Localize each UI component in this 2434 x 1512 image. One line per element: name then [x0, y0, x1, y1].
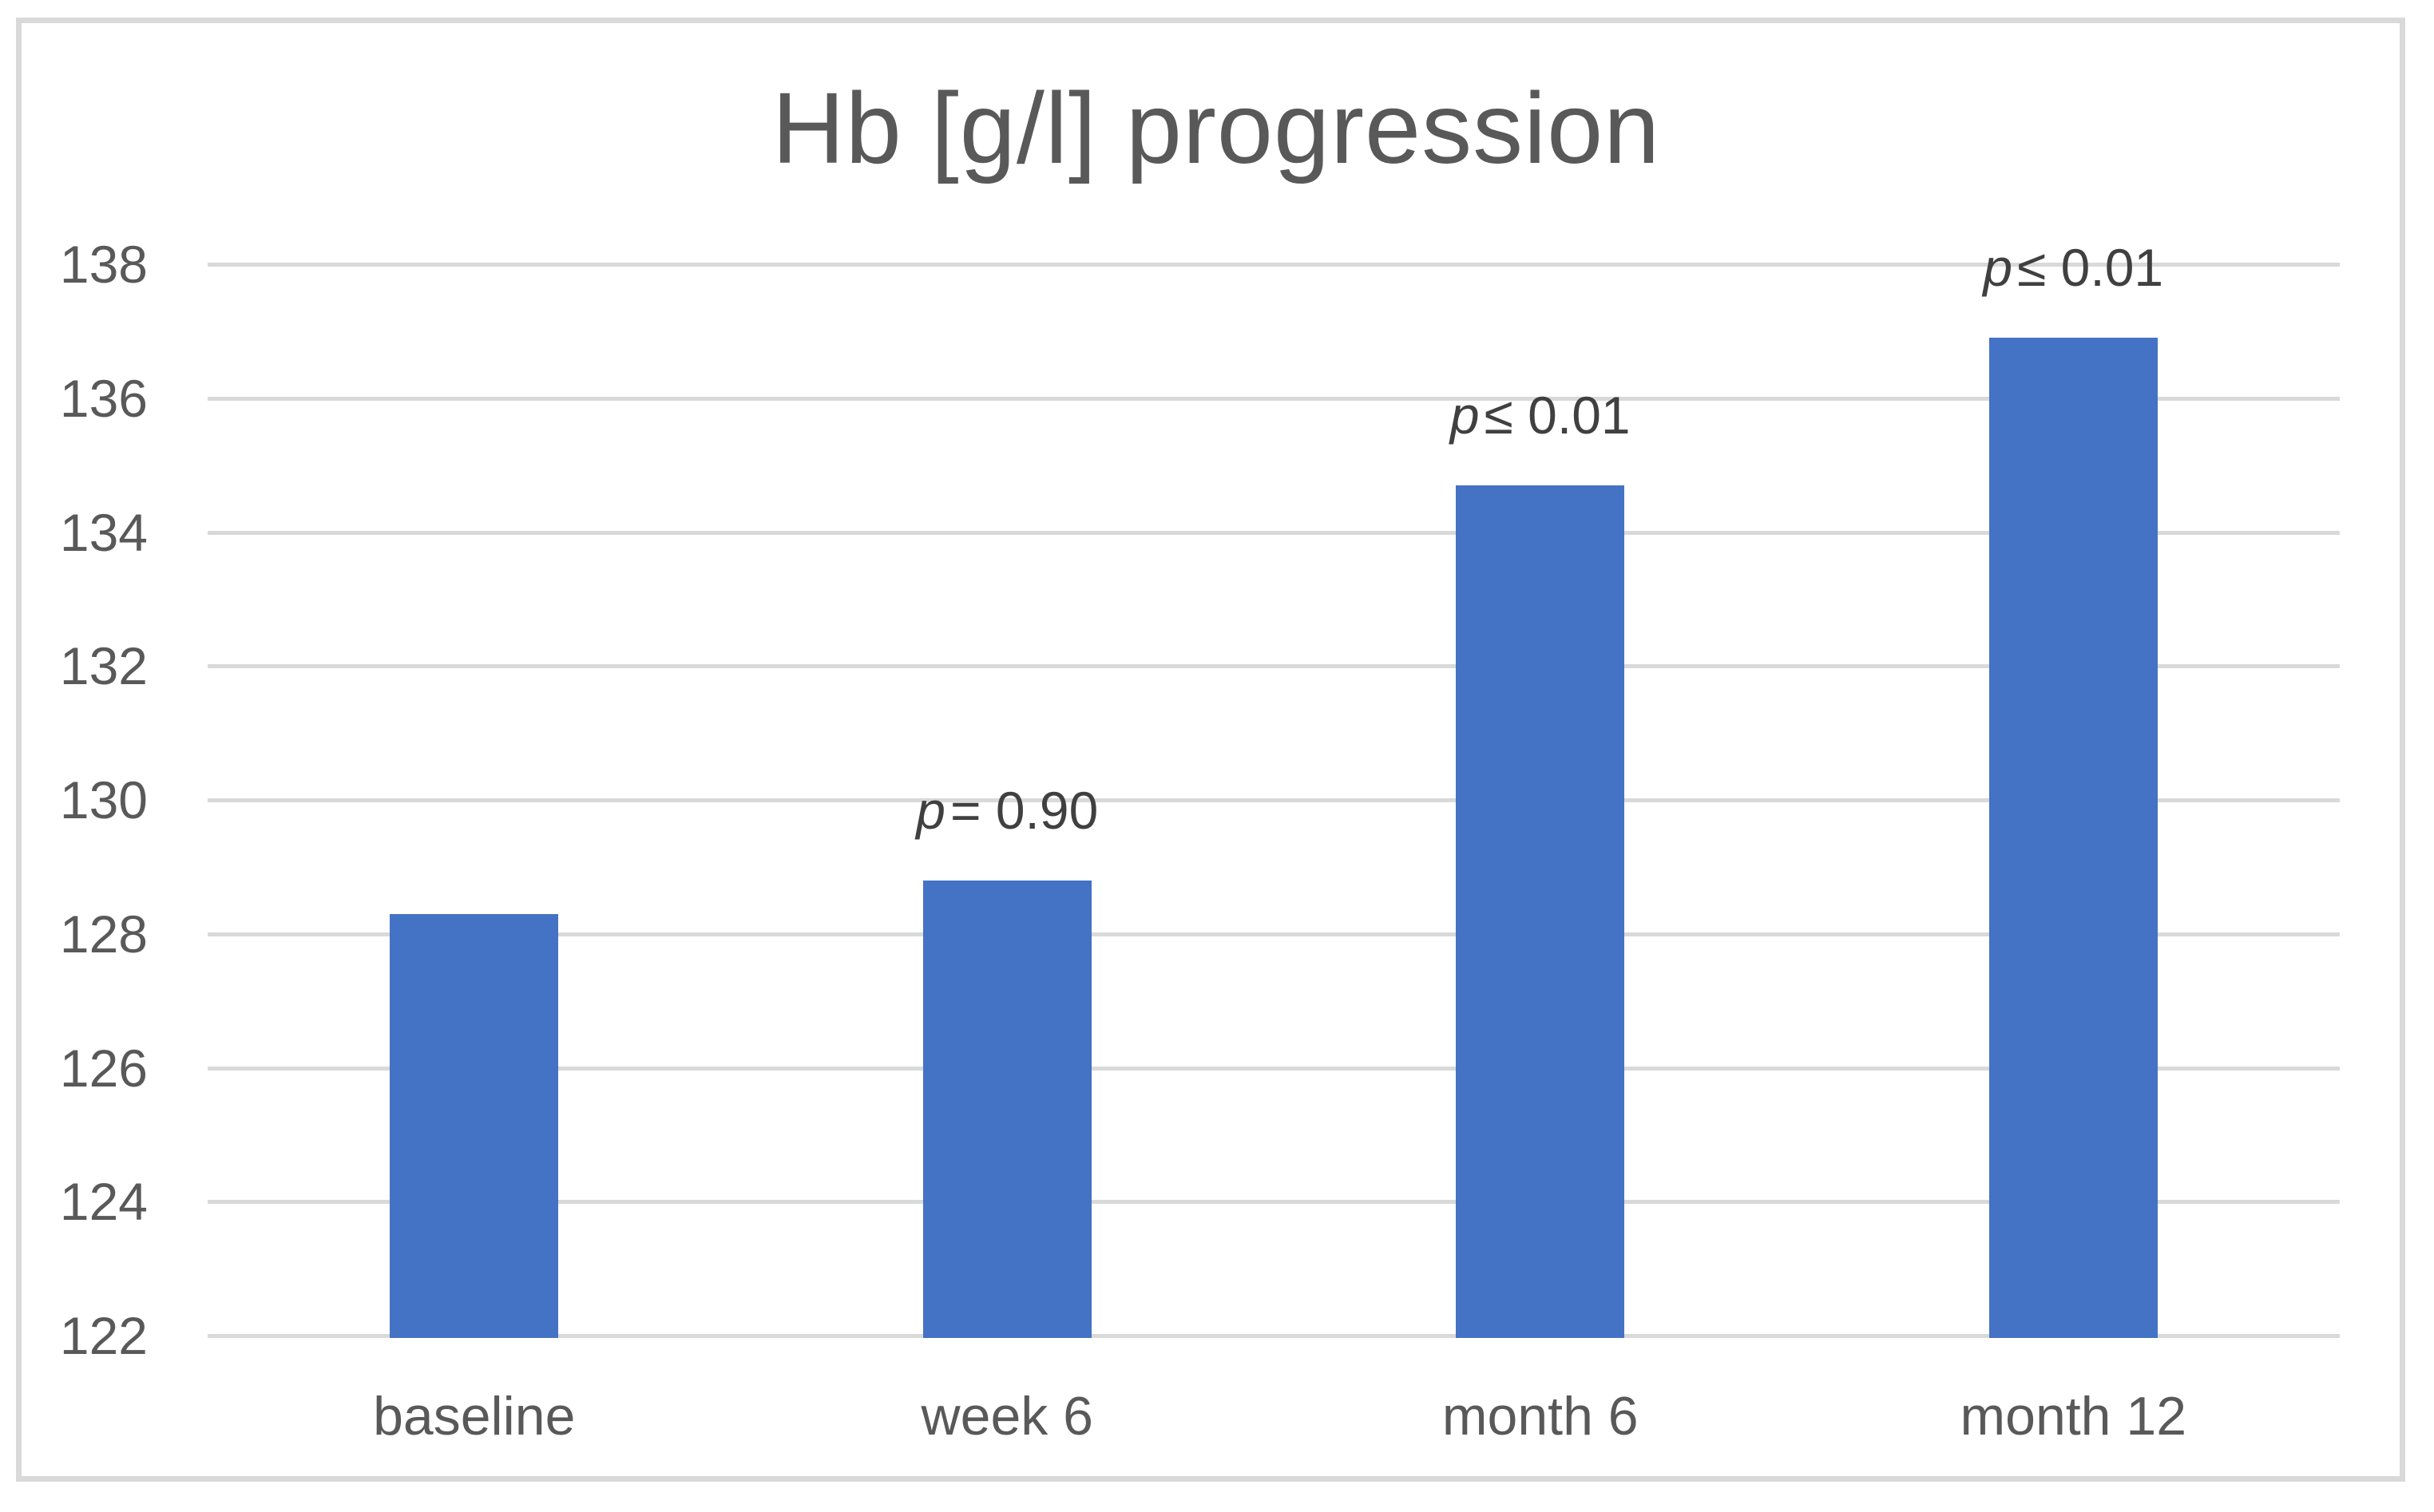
- p-variable: p: [1983, 238, 2013, 298]
- p-value-annotation: p= 0.90: [916, 780, 1099, 840]
- y-axis-tick-label: 138: [59, 235, 148, 294]
- p-variable: p: [916, 780, 945, 840]
- x-axis-category-label: baseline: [373, 1386, 576, 1447]
- y-axis-tick-label: 122: [59, 1306, 148, 1365]
- bar-month-6: [1456, 485, 1625, 1338]
- p-value-annotation: p≤ 0.01: [1449, 385, 1631, 445]
- y-axis-tick-label: 128: [59, 904, 148, 964]
- y-axis-tick-label: 134: [59, 502, 148, 562]
- bar-month-12: [1988, 338, 2158, 1338]
- p-value-annotation: p≤ 0.01: [1983, 238, 2164, 298]
- x-axis-category-label: month 6: [1441, 1386, 1639, 1447]
- bar-week-6: [922, 880, 1092, 1338]
- chart-title: Hb [g/l] progression: [771, 72, 1661, 184]
- y-axis-tick-label: 130: [59, 770, 148, 829]
- bar-baseline: [390, 913, 559, 1338]
- p-variable: p: [1449, 385, 1480, 445]
- gridline: [208, 396, 2340, 401]
- gridline: [208, 263, 2340, 267]
- gridline: [208, 798, 2340, 802]
- gridline: [208, 530, 2340, 535]
- y-axis-tick-label: 124: [59, 1172, 148, 1232]
- x-axis-category-label: month 12: [1960, 1386, 2187, 1447]
- y-axis-tick-label: 136: [59, 368, 148, 428]
- gridline: [208, 1334, 2340, 1338]
- y-axis-tick-label: 126: [59, 1038, 148, 1098]
- gridline: [208, 932, 2340, 936]
- gridline: [208, 1200, 2340, 1205]
- gridline: [208, 664, 2340, 669]
- x-axis-category-label: week 6: [921, 1386, 1093, 1447]
- gridline: [208, 1066, 2340, 1071]
- y-axis-tick-label: 132: [59, 636, 148, 696]
